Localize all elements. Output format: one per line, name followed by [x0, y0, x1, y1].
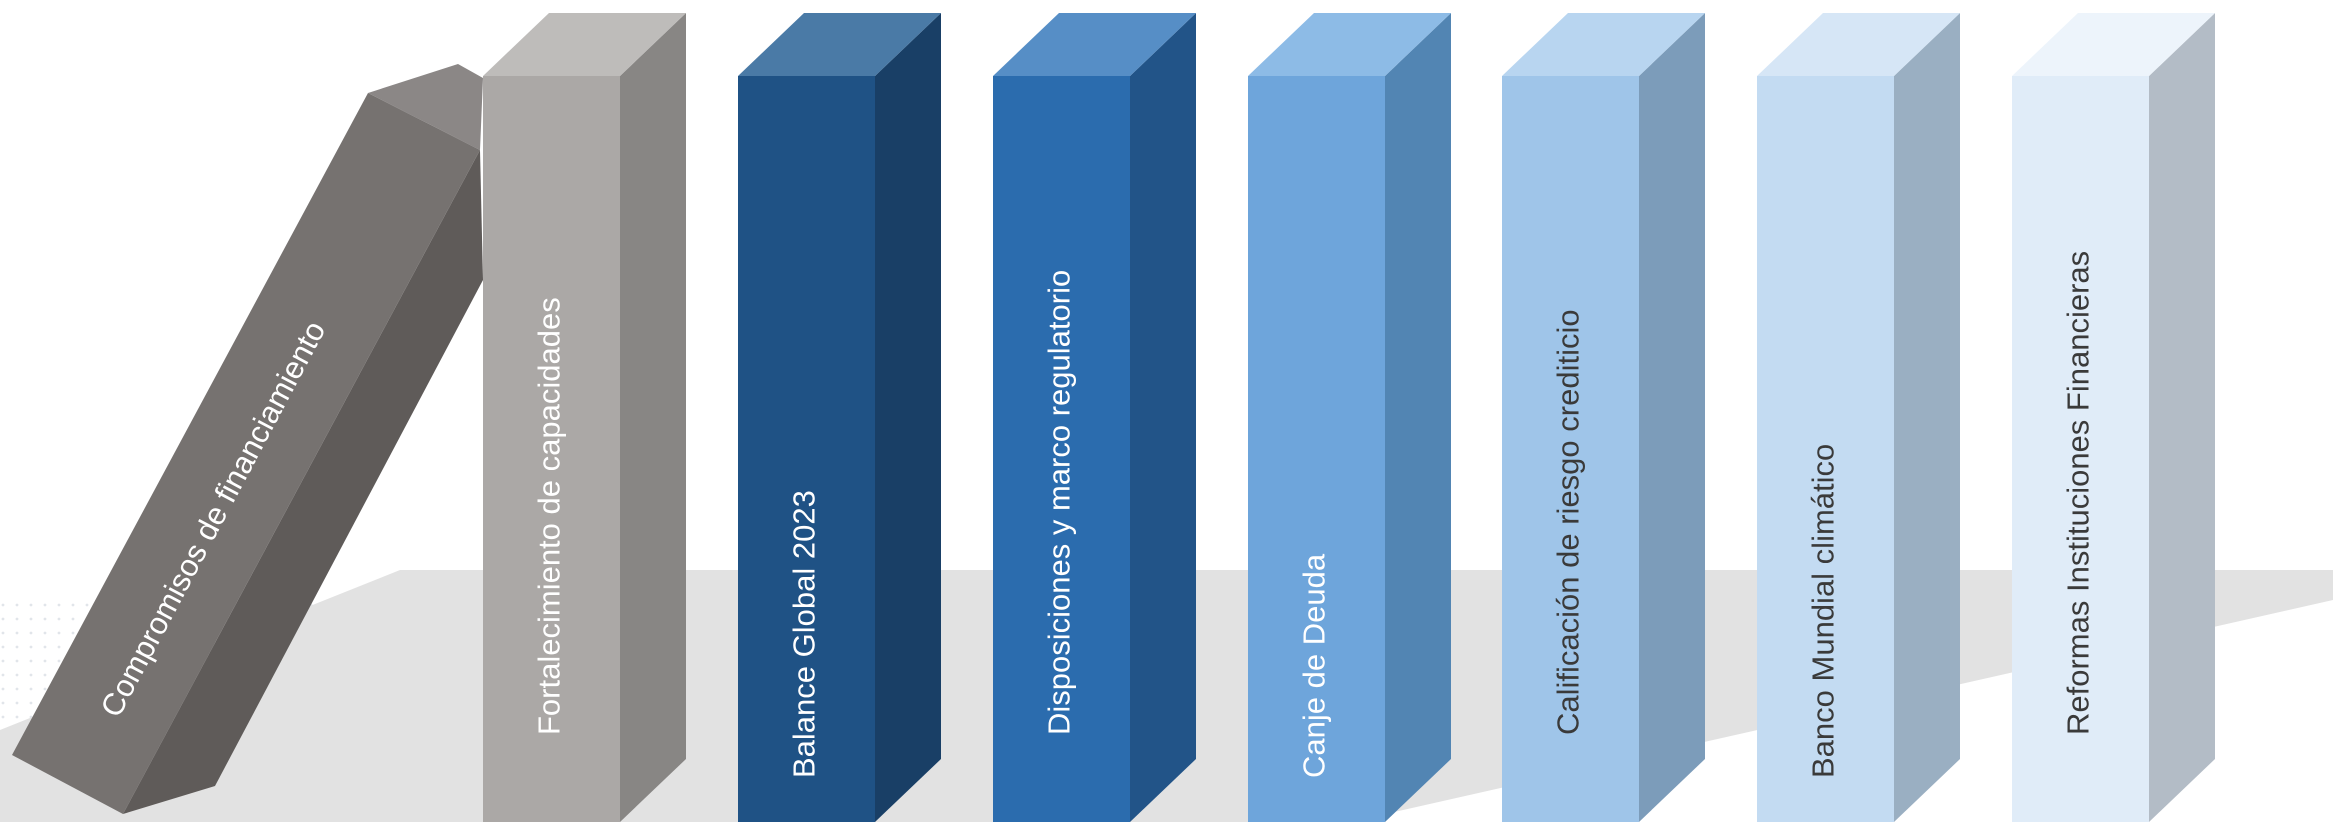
domino-label: Reformas Instituciones Financieras	[2061, 251, 2096, 735]
domino-6: Calificación de riesgo crediticio	[1502, 13, 1705, 822]
domino-1: Compromisos de financiamiento	[12, 64, 483, 814]
domino-label: Fortalecimiento de capacidades	[532, 297, 567, 735]
domino-label: Disposiciones y marco regulatorio	[1042, 270, 1077, 735]
domino-7: Banco Mundial climático	[1757, 13, 1960, 822]
domino-top-face	[1757, 13, 1960, 76]
domino-top-face	[738, 13, 941, 76]
domino-3: Balance Global 2023	[738, 13, 941, 822]
domino-top-face	[368, 64, 483, 150]
domino-top-face	[993, 13, 1196, 76]
domino-label: Canje de Deuda	[1297, 553, 1332, 778]
domino-side-face	[1130, 13, 1196, 822]
domino-2: Fortalecimiento de capacidades	[483, 13, 686, 822]
domino-label: Banco Mundial climático	[1806, 444, 1841, 778]
domino-front-face	[993, 76, 1130, 822]
domino-top-face	[2012, 13, 2215, 76]
domino-side-face	[123, 150, 483, 814]
domino-label: Calificación de riesgo crediticio	[1551, 309, 1586, 735]
domino-side-face	[1639, 13, 1705, 822]
domino-label: Balance Global 2023	[787, 490, 822, 778]
domino-side-face	[2149, 13, 2215, 822]
domino-top-face	[1502, 13, 1705, 76]
domino-front-face	[1502, 76, 1639, 822]
domino-side-face	[1385, 13, 1451, 822]
domino-8: Reformas Instituciones Financieras	[2012, 13, 2215, 822]
domino-top-face	[1248, 13, 1451, 76]
domino-front-face	[12, 93, 480, 814]
domino-front-face	[1248, 76, 1385, 822]
domino-front-face	[483, 76, 620, 822]
domino-side-face	[875, 13, 941, 822]
domino-4: Disposiciones y marco regulatorio	[993, 13, 1196, 822]
domino-side-face	[620, 13, 686, 822]
domino-side-face	[1894, 13, 1960, 822]
domino-front-face	[738, 76, 875, 822]
domino-front-face	[1757, 76, 1894, 822]
domino-front-face	[2012, 76, 2149, 822]
dominoes-layer: Compromisos de financiamiento Fortalecimi…	[12, 13, 2215, 822]
domino-5: Canje de Deuda	[1248, 13, 1451, 822]
domino-top-face	[483, 13, 686, 76]
